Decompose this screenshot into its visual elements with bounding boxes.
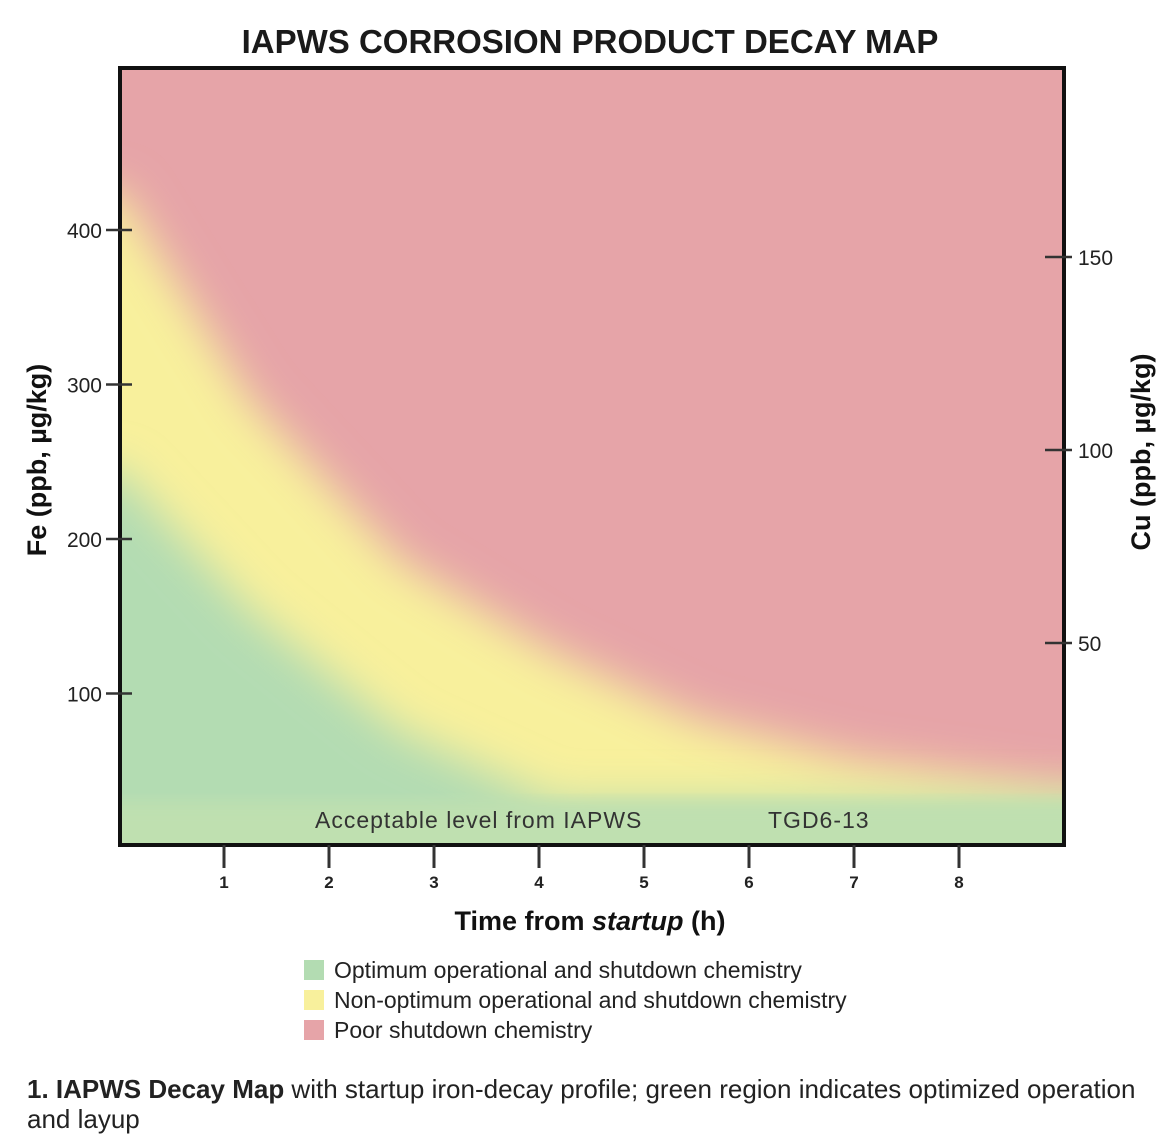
region-non-optimum [122,194,1062,843]
x-tick-label: 2 [324,873,333,892]
legend-item-optimum: Optimum operational and shutdown chemist… [304,955,847,985]
y-right-tick-label: 150 [1078,247,1113,270]
chart-title: IAPWS CORROSION PRODUCT DECAY MAP [242,23,939,60]
x-tick-label: 8 [954,873,963,892]
legend-swatch [304,960,324,980]
legend-label: Non-optimum operational and shutdown che… [334,986,847,1013]
legend: Optimum operational and shutdown chemist… [304,955,847,1045]
x-tick-label: 7 [849,873,858,892]
x-tick-label: 5 [639,873,648,892]
x-tick-label: 4 [534,873,544,892]
legend-item-poor: Poor shutdown chemistry [304,1015,847,1045]
y-left-tick-label: 400 [67,220,102,243]
y-axis-right-label: Cu (ppb, µg/kg) [1126,353,1156,550]
caption-title: 1. IAPWS Decay Map [27,1074,285,1104]
caption-text: with startup iron-decay profile; green r… [27,1074,1136,1134]
plot-area [122,70,1062,843]
legend-label: Optimum operational and shutdown chemist… [334,956,802,983]
x-tick-label: 1 [219,873,228,892]
y-left-tick-label: 100 [67,684,102,707]
legend-swatch [304,1020,324,1040]
legend-swatch [304,990,324,1010]
y-right-tick-label: 50 [1078,633,1101,656]
acceptable-level-ref: TGD6-13 [768,807,870,833]
figure-caption: 1. IAPWS Decay Map with startup iron-dec… [27,1074,1167,1134]
y-left-tick-label: 300 [67,375,102,398]
legend-item-non-optimum: Non-optimum operational and shutdown che… [304,985,847,1015]
x-axis-label: Time from startup (h) [454,906,725,936]
acceptable-level-band [122,801,1062,843]
region-optimum [122,472,1062,843]
x-tick-label: 3 [429,873,438,892]
y-right-tick-label: 100 [1078,440,1113,463]
y-axis-left-label: Fe (ppb, µg/kg) [22,364,52,557]
y-left-tick-label: 200 [67,529,102,552]
acceptable-level-label: Acceptable level from IAPWS [315,807,642,833]
legend-label: Poor shutdown chemistry [334,1016,593,1043]
plot-frame [118,66,1066,847]
x-tick-label: 6 [744,873,753,892]
